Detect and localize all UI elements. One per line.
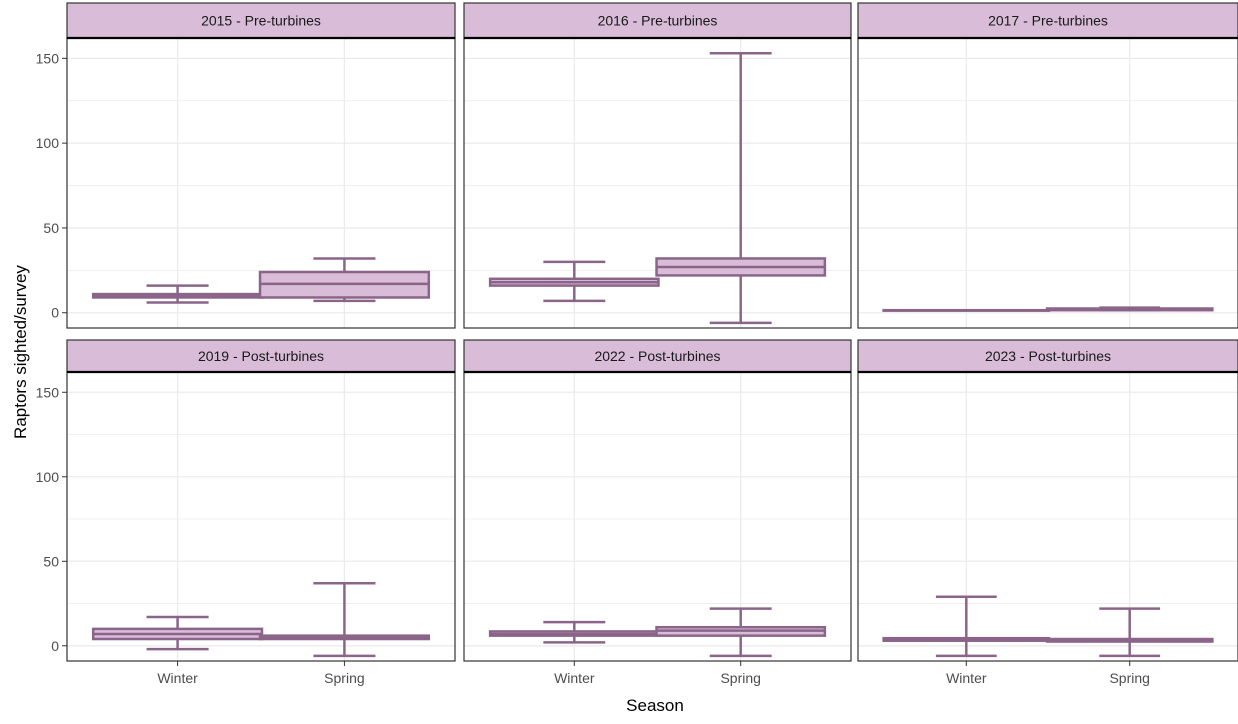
box-winter (882, 308, 1051, 312)
y-tick-label: 100 (36, 135, 60, 151)
y-tick-label: 50 (43, 220, 59, 236)
box-winter (882, 595, 1051, 658)
y-tick-label: 50 (43, 553, 59, 569)
box-spring (258, 582, 431, 658)
facet-panel: 2016 - Pre-turbines (463, 2, 852, 329)
facet-panel: 2023 - Post-turbines (857, 339, 1238, 662)
facet-panels: 2015 - Pre-turbines 2016 - Pre-turbines 20… (66, 2, 1238, 662)
x-tick-label: Winter (946, 670, 987, 686)
box-spring (655, 607, 827, 658)
facet-panel: 2017 - Pre-turbines (857, 2, 1238, 329)
facet-strip (66, 2, 456, 39)
box-spring (655, 52, 827, 325)
facet-panel: 2015 - Pre-turbines (66, 2, 456, 329)
panel-background (858, 372, 1238, 661)
x-tick-label: Winter (157, 670, 198, 686)
facet-title: 2016 - Pre-turbines (598, 13, 718, 29)
y-tick-label: 0 (51, 638, 59, 654)
x-axis-title: Season (626, 696, 684, 715)
x-tick-label: Spring (720, 670, 760, 686)
box-winter (91, 284, 264, 304)
x-tick-label: Spring (1109, 670, 1149, 686)
panel-background (464, 372, 851, 661)
facet-title: 2015 - Pre-turbines (201, 13, 321, 29)
y-tick-label: 100 (36, 469, 60, 485)
y-axis-title: Raptors sighted/survey (11, 265, 30, 439)
box-winter (488, 260, 660, 303)
facet-title: 2022 - Post-turbines (594, 348, 720, 364)
x-tick-label: Spring (324, 670, 364, 686)
box-spring (258, 257, 431, 303)
facet-title: 2019 - Post-turbines (198, 348, 324, 364)
x-tick-label: Winter (554, 670, 595, 686)
y-tick-label: 150 (36, 50, 60, 66)
facet-strip (463, 2, 852, 39)
facet-title: 2023 - Post-turbines (985, 348, 1111, 364)
facet-strip (857, 2, 1238, 39)
facet-panel: 2019 - Post-turbines (66, 339, 456, 662)
panel-background (858, 38, 1238, 328)
box-spring (1045, 607, 1214, 658)
facet-panel: 2022 - Post-turbines (463, 339, 852, 662)
y-tick-label: 150 (36, 384, 60, 400)
box-winter (91, 615, 264, 651)
y-tick-label: 0 (51, 305, 59, 321)
y-axes: 0 50 100 150 0 50 100 150 (36, 50, 67, 654)
facet-title: 2017 - Pre-turbines (988, 13, 1108, 29)
x-axes: Winter Spring Winter Spring Winter Spring (157, 661, 1150, 686)
box-spring (1045, 306, 1214, 312)
panel-background (67, 372, 455, 661)
